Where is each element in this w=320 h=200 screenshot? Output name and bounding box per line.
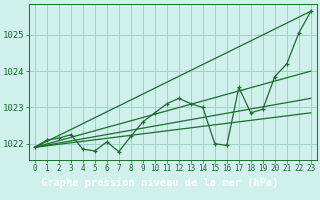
Text: Graphe pression niveau de la mer (hPa): Graphe pression niveau de la mer (hPa): [41, 177, 279, 188]
